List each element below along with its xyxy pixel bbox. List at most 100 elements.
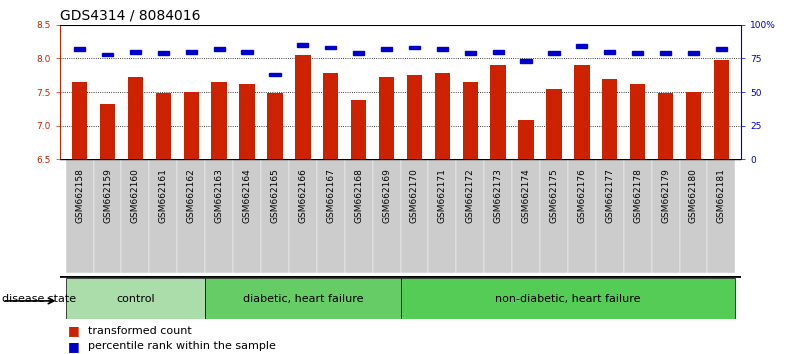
Bar (457, 159, 485, 273)
Text: GSM662171: GSM662171 (438, 169, 447, 223)
Text: GSM662159: GSM662159 (103, 169, 112, 223)
Text: control: control (116, 293, 155, 304)
Text: GSM662160: GSM662160 (131, 169, 140, 223)
Bar (205, 278, 400, 319)
Bar (344, 159, 372, 273)
Bar (379, 77, 394, 159)
Bar (400, 278, 735, 319)
Bar (549, 51, 560, 55)
Bar (465, 51, 476, 55)
Text: non-diabetic, heart failure: non-diabetic, heart failure (495, 293, 641, 304)
Text: GSM662163: GSM662163 (215, 169, 223, 223)
Bar (66, 159, 94, 273)
Bar (295, 55, 311, 159)
Bar (604, 50, 615, 53)
Text: GSM662162: GSM662162 (187, 169, 195, 223)
Text: GSM662167: GSM662167 (326, 169, 336, 223)
Bar (100, 104, 115, 159)
Bar (658, 93, 674, 159)
Text: GSM662175: GSM662175 (549, 169, 558, 223)
Bar (74, 47, 85, 51)
Bar (568, 159, 596, 273)
Bar (660, 51, 671, 55)
Bar (186, 50, 197, 53)
Bar (211, 82, 227, 159)
Text: GSM662179: GSM662179 (661, 169, 670, 223)
Bar (546, 89, 562, 159)
Bar (381, 47, 392, 51)
Text: GSM662180: GSM662180 (689, 169, 698, 223)
Text: GSM662172: GSM662172 (465, 169, 475, 223)
Bar (630, 84, 646, 159)
Bar (297, 43, 308, 47)
Bar (325, 46, 336, 50)
Bar (241, 50, 252, 53)
Bar (149, 159, 177, 273)
Bar (463, 82, 478, 159)
Bar (686, 92, 701, 159)
Bar (183, 92, 199, 159)
Text: GSM662170: GSM662170 (410, 169, 419, 223)
Text: ■: ■ (68, 340, 80, 353)
Text: GSM662168: GSM662168 (354, 169, 363, 223)
Text: GSM662164: GSM662164 (243, 169, 252, 223)
Bar (652, 159, 679, 273)
Bar (602, 79, 618, 159)
Bar (714, 60, 729, 159)
Bar (407, 75, 422, 159)
Bar (400, 159, 429, 273)
Text: GSM662173: GSM662173 (493, 169, 503, 223)
Bar (521, 59, 532, 63)
Bar (490, 65, 506, 159)
Bar (688, 51, 699, 55)
Text: GDS4314 / 8084016: GDS4314 / 8084016 (60, 8, 200, 22)
Bar (269, 73, 280, 76)
Bar (72, 82, 87, 159)
Bar (707, 159, 735, 273)
Bar (512, 159, 540, 273)
Bar (576, 45, 587, 48)
Text: GSM662176: GSM662176 (578, 169, 586, 223)
Bar (409, 46, 420, 50)
Bar (261, 159, 289, 273)
Bar (66, 278, 205, 319)
Bar (316, 159, 344, 273)
Bar (351, 100, 366, 159)
Bar (518, 120, 533, 159)
Text: GSM662169: GSM662169 (382, 169, 391, 223)
Bar (289, 159, 316, 273)
Bar (233, 159, 261, 273)
Bar (596, 159, 624, 273)
Text: GSM662165: GSM662165 (271, 169, 280, 223)
Bar (679, 159, 707, 273)
Bar (177, 159, 205, 273)
Text: ■: ■ (68, 325, 80, 337)
Bar (493, 50, 504, 53)
Bar (485, 159, 512, 273)
Text: GSM662166: GSM662166 (298, 169, 308, 223)
Text: GSM662181: GSM662181 (717, 169, 726, 223)
Bar (323, 73, 338, 159)
Bar (214, 47, 225, 51)
Bar (435, 73, 450, 159)
Bar (353, 51, 364, 55)
Text: percentile rank within the sample: percentile rank within the sample (88, 341, 276, 351)
Text: transformed count: transformed count (88, 326, 192, 336)
Bar (372, 159, 400, 273)
Bar (429, 159, 457, 273)
Bar (632, 51, 643, 55)
Bar (437, 47, 448, 51)
Bar (205, 159, 233, 273)
Text: diabetic, heart failure: diabetic, heart failure (243, 293, 363, 304)
Text: GSM662177: GSM662177 (606, 169, 614, 223)
Bar (158, 51, 169, 55)
Bar (574, 65, 590, 159)
Bar (624, 159, 652, 273)
Bar (155, 93, 171, 159)
Text: disease state: disease state (2, 294, 77, 304)
Bar (268, 93, 283, 159)
Bar (102, 52, 113, 56)
Bar (127, 77, 143, 159)
Text: GSM662161: GSM662161 (159, 169, 168, 223)
Bar (540, 159, 568, 273)
